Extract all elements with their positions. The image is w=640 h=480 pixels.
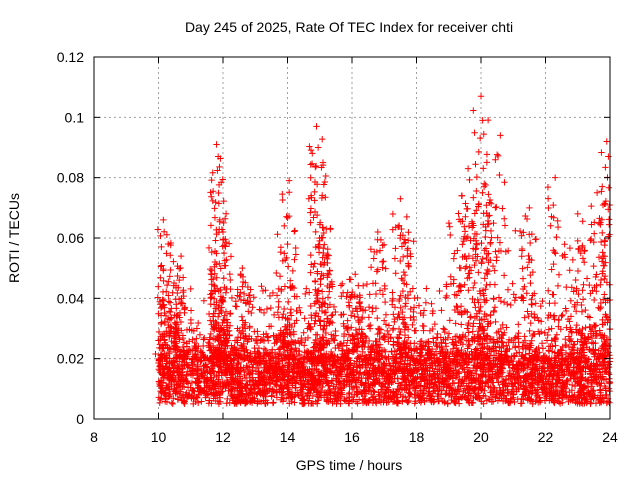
- data-point: [460, 366, 468, 373]
- data-point: [189, 336, 196, 343]
- data-point: [207, 330, 214, 338]
- data-point: [351, 360, 358, 367]
- data-point: [559, 388, 566, 396]
- data-point: [454, 386, 461, 393]
- data-point: [474, 390, 482, 397]
- data-point: [296, 377, 304, 385]
- data-point: [492, 370, 499, 377]
- data-point: [564, 361, 572, 368]
- data-point: [304, 378, 311, 386]
- data-point: [485, 383, 492, 390]
- data-point: [252, 364, 260, 372]
- data-point: [489, 398, 497, 405]
- data-point: [246, 363, 253, 370]
- data-point: [440, 383, 447, 391]
- data-point: [389, 378, 397, 386]
- data-point: [383, 355, 390, 363]
- data-point: [156, 399, 163, 407]
- data-point: [571, 382, 579, 390]
- data-point: [279, 391, 286, 399]
- data-point: [448, 396, 455, 404]
- data-point: [343, 370, 350, 378]
- data-point: [395, 386, 402, 394]
- data-point: [367, 361, 374, 368]
- data-point: [224, 395, 231, 403]
- data-point: [188, 395, 195, 402]
- data-point: [432, 362, 439, 370]
- data-point: [473, 370, 480, 378]
- data-point: [553, 331, 561, 338]
- data-point: [269, 399, 277, 407]
- data-point: [430, 398, 437, 406]
- data-point: [605, 361, 613, 368]
- data-point: [273, 378, 281, 385]
- data-point: [176, 358, 183, 365]
- data-point: [155, 378, 163, 385]
- data-point: [355, 376, 362, 384]
- data-point: [170, 395, 177, 402]
- points-layer: [152, 93, 614, 408]
- data-point: [163, 398, 171, 406]
- data-point: [207, 374, 214, 381]
- data-point: [215, 368, 222, 375]
- data-point: [198, 398, 205, 405]
- data-point: [562, 335, 569, 343]
- data-point: [197, 347, 204, 355]
- data-point: [198, 389, 205, 396]
- data-point: [385, 331, 393, 338]
- data-point: [205, 339, 212, 346]
- data-point: [384, 327, 391, 335]
- data-point: [213, 373, 220, 381]
- data-point: [193, 368, 200, 375]
- data-point: [315, 387, 322, 395]
- data-point: [464, 364, 471, 371]
- data-point: [279, 398, 287, 405]
- data-point: [442, 343, 450, 350]
- data-point: [590, 387, 597, 394]
- data-point: [280, 364, 287, 371]
- data-point: [359, 348, 366, 356]
- data-point: [262, 330, 270, 338]
- data-point: [300, 383, 307, 390]
- data-point: [190, 400, 197, 408]
- data-point: [167, 391, 174, 398]
- data-point: [169, 400, 176, 408]
- data-point: [270, 399, 277, 406]
- data-point: [518, 400, 526, 407]
- data-point: [514, 396, 521, 403]
- data-point: [566, 337, 573, 344]
- data-point: [225, 387, 232, 394]
- data-point: [277, 383, 285, 390]
